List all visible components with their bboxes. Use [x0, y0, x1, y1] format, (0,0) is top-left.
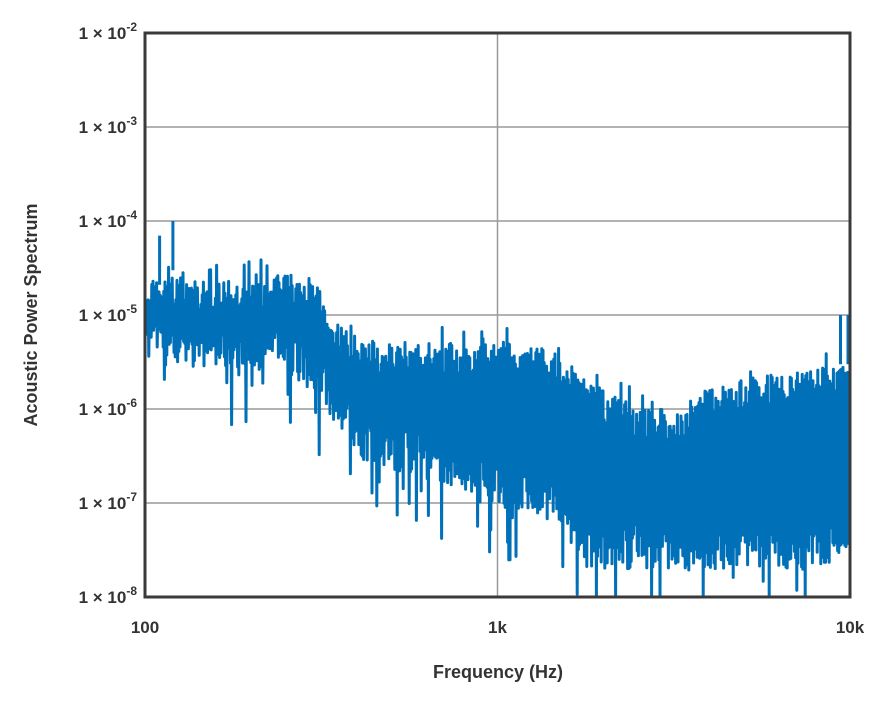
- y-tick-label: 1 × 10-5: [79, 302, 138, 325]
- x-tick-label: 1k: [488, 618, 507, 637]
- x-axis-label: Frequency (Hz): [433, 662, 563, 682]
- y-tick-label: 1 × 10-2: [79, 20, 138, 43]
- x-tick-label: 100: [131, 618, 159, 637]
- plot-frame: [143, 31, 852, 599]
- y-tick-label: 1 × 10-7: [79, 490, 138, 513]
- x-tick-label: 10k: [836, 618, 865, 637]
- spectrum-line: [145, 221, 850, 599]
- y-tick-label: 1 × 10-6: [79, 396, 138, 419]
- y-tick-label: 1 × 10-4: [79, 208, 138, 231]
- y-tick-labels: 1 × 10-2 1 × 10-3 1 × 10-4 1 × 10-5 1 × 10-6…: [79, 20, 138, 607]
- x-tick-labels: 100 1k 10k: [131, 618, 865, 637]
- y-tick-label: 1 × 10-8: [79, 584, 138, 607]
- y-tick-label: 1 × 10-3: [79, 114, 138, 137]
- y-axis-label: Acoustic Power Spectrum: [21, 203, 41, 426]
